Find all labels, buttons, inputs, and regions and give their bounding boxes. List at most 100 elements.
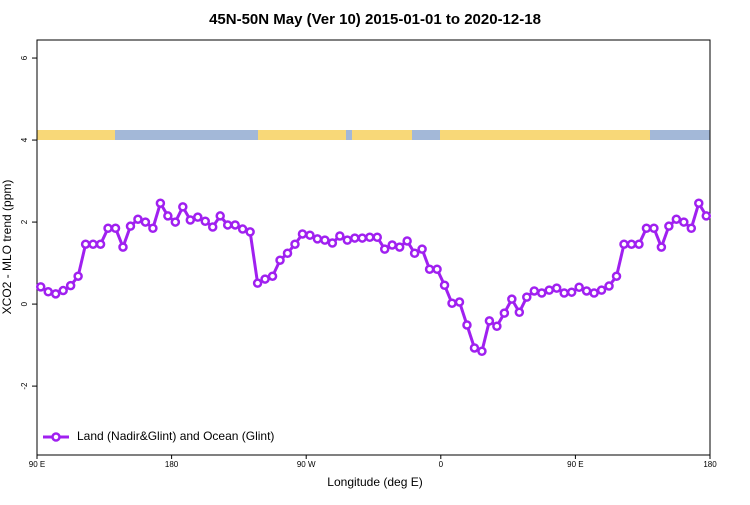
data-point [574, 282, 584, 293]
data-point [551, 283, 562, 293]
y-tick-label: 0 [20, 301, 29, 306]
data-point [133, 214, 143, 224]
y-axis-label: XCO2 - MLO trend (ppm) [0, 180, 14, 315]
data-point [589, 288, 599, 298]
data-point [312, 234, 323, 244]
data-point [477, 346, 487, 356]
data-point [275, 255, 285, 265]
data-point [649, 223, 659, 233]
data-point [596, 285, 607, 295]
data-point [185, 215, 196, 225]
data-point [335, 231, 345, 241]
data-point [664, 221, 674, 231]
data-point [95, 239, 106, 249]
data-point [350, 233, 360, 243]
data-point [537, 288, 547, 298]
y-tick-label: 6 [20, 55, 29, 60]
data-point [409, 248, 420, 258]
data-point [634, 239, 644, 249]
data-point [125, 221, 136, 231]
x-tick-label: 180 [703, 460, 717, 469]
data-point [566, 287, 577, 297]
legend-label: Land (Nadir&Glint) and Ocean (Glint) [77, 429, 274, 443]
data-point [342, 235, 353, 245]
data-point [170, 217, 181, 227]
data-point [148, 223, 158, 233]
data-point [50, 289, 61, 299]
data-point [207, 222, 218, 232]
data-point [163, 211, 173, 221]
legend-marker [51, 432, 61, 442]
x-tick-label: 180 [165, 460, 179, 469]
data-point [694, 198, 704, 208]
data-point [432, 264, 442, 274]
data-point [290, 239, 300, 249]
y-tick-label: 2 [20, 219, 29, 224]
data-point [394, 242, 405, 252]
data-point [200, 216, 210, 227]
data-point [103, 223, 113, 233]
data-point [372, 232, 382, 242]
data-point [379, 244, 390, 254]
data-point [193, 212, 203, 222]
series-line [39, 199, 708, 354]
data-point [439, 280, 450, 290]
data-point [656, 242, 667, 252]
data-point [604, 281, 614, 291]
data-point [424, 264, 435, 274]
data-point [155, 198, 166, 208]
data-point [402, 236, 412, 246]
data-point [110, 223, 121, 233]
data-point [88, 239, 98, 249]
x-tick-label: 90 E [567, 460, 583, 469]
data-point [58, 285, 68, 296]
data-point [230, 220, 240, 230]
x-tick-label: 90 E [29, 460, 45, 469]
y-tick-label: 4 [20, 137, 29, 142]
y-tick-label: -2 [20, 382, 29, 390]
data-point [215, 211, 225, 221]
data-point [245, 227, 255, 237]
data-point [73, 271, 83, 281]
data-point [671, 214, 682, 224]
data-point [80, 239, 91, 249]
data-point [559, 288, 569, 298]
data-point [447, 298, 457, 309]
data-point [178, 202, 188, 212]
data-point [282, 248, 293, 258]
data-point [222, 220, 233, 230]
data-point [619, 239, 629, 249]
data-point [387, 240, 397, 250]
data-point [252, 278, 263, 288]
data-point [462, 320, 472, 330]
data-point [267, 271, 278, 281]
data-point [454, 297, 465, 307]
data-point [260, 274, 270, 284]
x-tick-label: 90 W [297, 460, 316, 469]
data-point [492, 321, 502, 331]
data-point [581, 286, 592, 296]
data-point [327, 238, 338, 248]
data-point [679, 217, 689, 227]
data-point [514, 307, 525, 318]
data-point [544, 285, 554, 295]
data-point [611, 271, 622, 281]
data-point [320, 235, 330, 245]
data-point [305, 230, 315, 240]
data-point [140, 217, 151, 227]
land-ocean-strip [37, 130, 710, 140]
data-point [507, 294, 517, 304]
x-axis-label: Longitude (deg E) [327, 475, 422, 489]
data-point [237, 224, 248, 234]
data-point [499, 308, 510, 318]
chart-title: 45N-50N May (Ver 10) 2015-01-01 to 2020-… [209, 11, 541, 28]
data-point [65, 280, 76, 291]
data-point [297, 229, 308, 239]
data-point [357, 233, 368, 243]
data-point [626, 239, 637, 249]
x-tick-label: 0 [439, 460, 444, 469]
data-point [522, 292, 532, 302]
data-point [469, 343, 480, 353]
data-point [484, 316, 495, 326]
